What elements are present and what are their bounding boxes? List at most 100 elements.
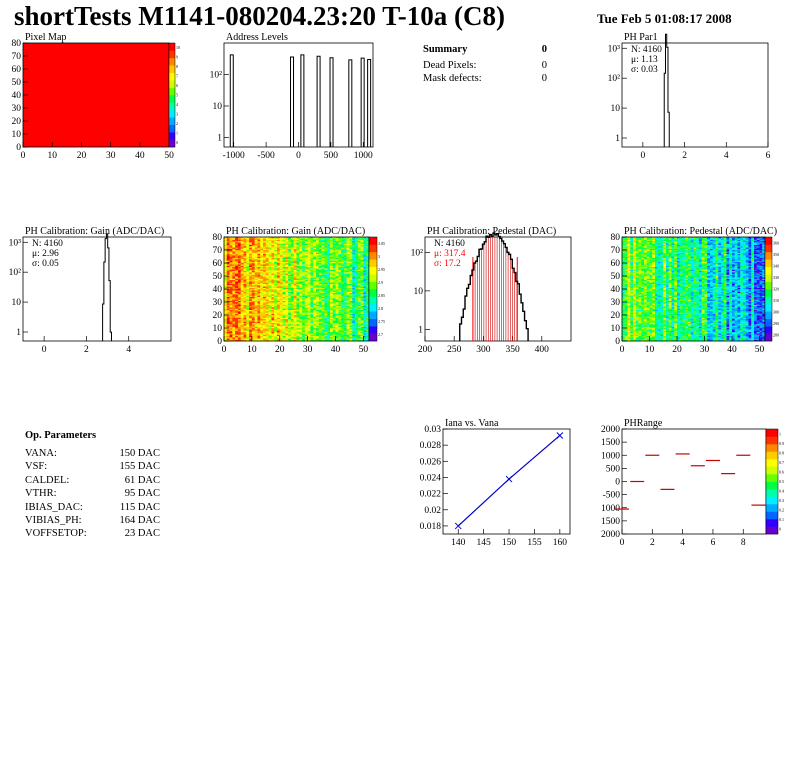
y-tick-label-iana: 0.018 xyxy=(420,522,442,532)
y-tick-label-pedmap: 80 xyxy=(611,233,621,243)
x-tick-label-ped1d: 350 xyxy=(505,345,520,355)
color-scale-label-pixelmap: 10 xyxy=(176,45,180,50)
color-scale-band-pixelmap xyxy=(169,65,175,74)
color-scale-label-gainmap: 2.7 xyxy=(378,332,383,337)
color-scale-band-pixelmap xyxy=(169,95,175,103)
y-tick-label-pixelmap: 70 xyxy=(12,52,22,62)
summary-dead-pixels-value: 0 xyxy=(541,59,547,71)
x-tick-label-iana: 155 xyxy=(527,538,542,548)
x-tick-label-pixelmap: 30 xyxy=(106,151,116,161)
chart-title-gainmap: PH Calibration: Gain (ADC/DAC) xyxy=(226,226,365,237)
y-tick-label-pixelmap: 30 xyxy=(12,104,22,114)
x-tick-label-phpar1: 2 xyxy=(682,151,687,161)
color-scale-label-phrange: 0 xyxy=(779,527,781,532)
x-tick-label-ped1d: 200 xyxy=(418,345,433,355)
y-tick-label-gainmap: 70 xyxy=(213,246,223,256)
chart-title-gain1d: PH Calibration: Gain (ADC/DAC) xyxy=(25,226,164,237)
param-label: VSF: xyxy=(25,461,48,473)
color-scale-band-gainmap xyxy=(369,281,377,290)
x-tick-label-iana: 140 xyxy=(451,538,466,548)
histogram-outline-ped1d xyxy=(459,232,529,341)
color-scale-band-pixelmap xyxy=(169,124,175,133)
color-scale-band-pixelmap xyxy=(169,50,175,59)
x-tick-label-gainmap: 30 xyxy=(303,345,313,355)
param-label: VTHR: xyxy=(25,488,57,500)
color-scale-band-gainmap xyxy=(369,289,377,297)
color-scale-band-pixelmap xyxy=(169,109,175,118)
param-label: CALDEL: xyxy=(25,474,70,486)
x-tick-label-gainmap: 50 xyxy=(359,345,369,355)
chart-title-addr: Address Levels xyxy=(226,32,288,43)
summary-mask-defects-value: 0 xyxy=(541,73,547,84)
color-scale-band-pixelmap xyxy=(169,139,175,148)
x-tick-label-ped1d: 300 xyxy=(476,345,491,355)
color-scale-band-phrange xyxy=(766,429,778,437)
x-tick-label-pedmap: 0 xyxy=(620,345,625,355)
color-scale-band-gainmap xyxy=(369,318,377,327)
y-tick-label-ped1d: 1 xyxy=(418,325,423,335)
color-scale-label-phrange: 0.4 xyxy=(779,489,784,494)
y-tick-label-phrange: 1500 xyxy=(601,517,620,527)
y-tick-label-pedmap: 40 xyxy=(611,285,621,295)
color-scale-band-pixelmap xyxy=(169,80,175,88)
y-tick-label-phpar1: 10 xyxy=(611,104,621,114)
y-tick-label-gainmap: 60 xyxy=(213,259,223,269)
stats-ped1d: σ: 17.2 xyxy=(434,259,461,269)
x-tick-label-pixelmap: 40 xyxy=(135,151,145,161)
color-scale-band-pedmap xyxy=(765,251,772,260)
stats-gain1d: σ: 0.05 xyxy=(32,259,59,269)
x-tick-label-pixelmap: 0 xyxy=(21,151,26,161)
color-scale-band-gainmap xyxy=(369,296,377,305)
color-scale-band-phrange xyxy=(766,474,778,482)
color-scale-frame-phrange xyxy=(765,428,779,535)
iana-line xyxy=(457,435,561,527)
y-tick-label-gainmap: 30 xyxy=(213,298,223,308)
color-scale-band-pixelmap xyxy=(169,43,175,51)
chart-title-pixelmap: Pixel Map xyxy=(25,32,66,43)
x-tick-label-addr: 0 xyxy=(296,151,301,161)
x-tick-label-phpar1: 6 xyxy=(766,151,771,161)
color-scale-label-pixelmap: 3 xyxy=(176,111,178,116)
color-scale-frame-pedmap xyxy=(764,236,773,342)
y-tick-label-gain1d: 1 xyxy=(16,328,21,338)
y-tick-label-phrange: 500 xyxy=(606,464,621,474)
color-scale-band-pixelmap xyxy=(169,132,175,140)
address-level-peak xyxy=(329,57,334,147)
y-tick-label-pixelmap: 20 xyxy=(12,117,22,127)
color-scale-label-pixelmap: 7 xyxy=(176,74,178,79)
x-tick-label-gain1d: 4 xyxy=(126,345,131,355)
color-scale-label-pedmap: 320 xyxy=(773,287,779,292)
param-value: 155 DAC xyxy=(119,461,160,473)
color-scale-band-phrange xyxy=(766,436,778,445)
stats-phpar1: σ: 0.03 xyxy=(631,65,658,75)
color-scale-band-pedmap xyxy=(765,274,772,282)
chart-title-ped1d: PH Calibration: Pedestal (DAC) xyxy=(427,226,556,237)
x-tick-label-ped1d: 400 xyxy=(535,345,550,355)
color-scale-band-pedmap xyxy=(765,333,772,342)
heatmap-cells-pedmap xyxy=(622,237,766,342)
color-scale-band-phrange xyxy=(766,481,778,490)
color-scale-band-gainmap xyxy=(369,326,377,334)
x-tick-label-gainmap: 10 xyxy=(247,345,257,355)
color-scale-band-gainmap xyxy=(369,303,377,312)
param-label: VIBIAS_PH: xyxy=(25,514,82,526)
x-tick-label-iana: 150 xyxy=(502,538,517,548)
color-scale-band-gainmap xyxy=(369,237,377,245)
color-scale-label-pixelmap: 2 xyxy=(176,121,178,126)
color-scale-label-phrange: 0.6 xyxy=(779,469,784,474)
x-tick-label-gain1d: 0 xyxy=(42,345,47,355)
chart-title-phrange: PHRange xyxy=(624,418,663,429)
summary-dead-pixels-label: Dead Pixels: xyxy=(423,59,477,71)
x-tick-label-ped1d: 250 xyxy=(447,345,462,355)
param-value: 150 DAC xyxy=(119,448,160,459)
color-scale-band-pixelmap xyxy=(169,117,175,126)
y-tick-label-gain1d: 10³ xyxy=(9,238,22,248)
iana-point xyxy=(556,432,564,439)
timestamp: Tue Feb 5 01:08:17 2008 xyxy=(597,11,732,26)
color-scale-label-phrange: 0.5 xyxy=(779,479,784,484)
color-scale-band-gainmap xyxy=(369,311,377,320)
page-title: shortTests M1141-080204.23:20 T-10a (C8) xyxy=(14,1,506,31)
color-scale-band-phrange xyxy=(766,444,778,452)
color-scale-band-pixelmap xyxy=(169,87,175,96)
color-scale-label-pedmap: 310 xyxy=(773,298,779,303)
